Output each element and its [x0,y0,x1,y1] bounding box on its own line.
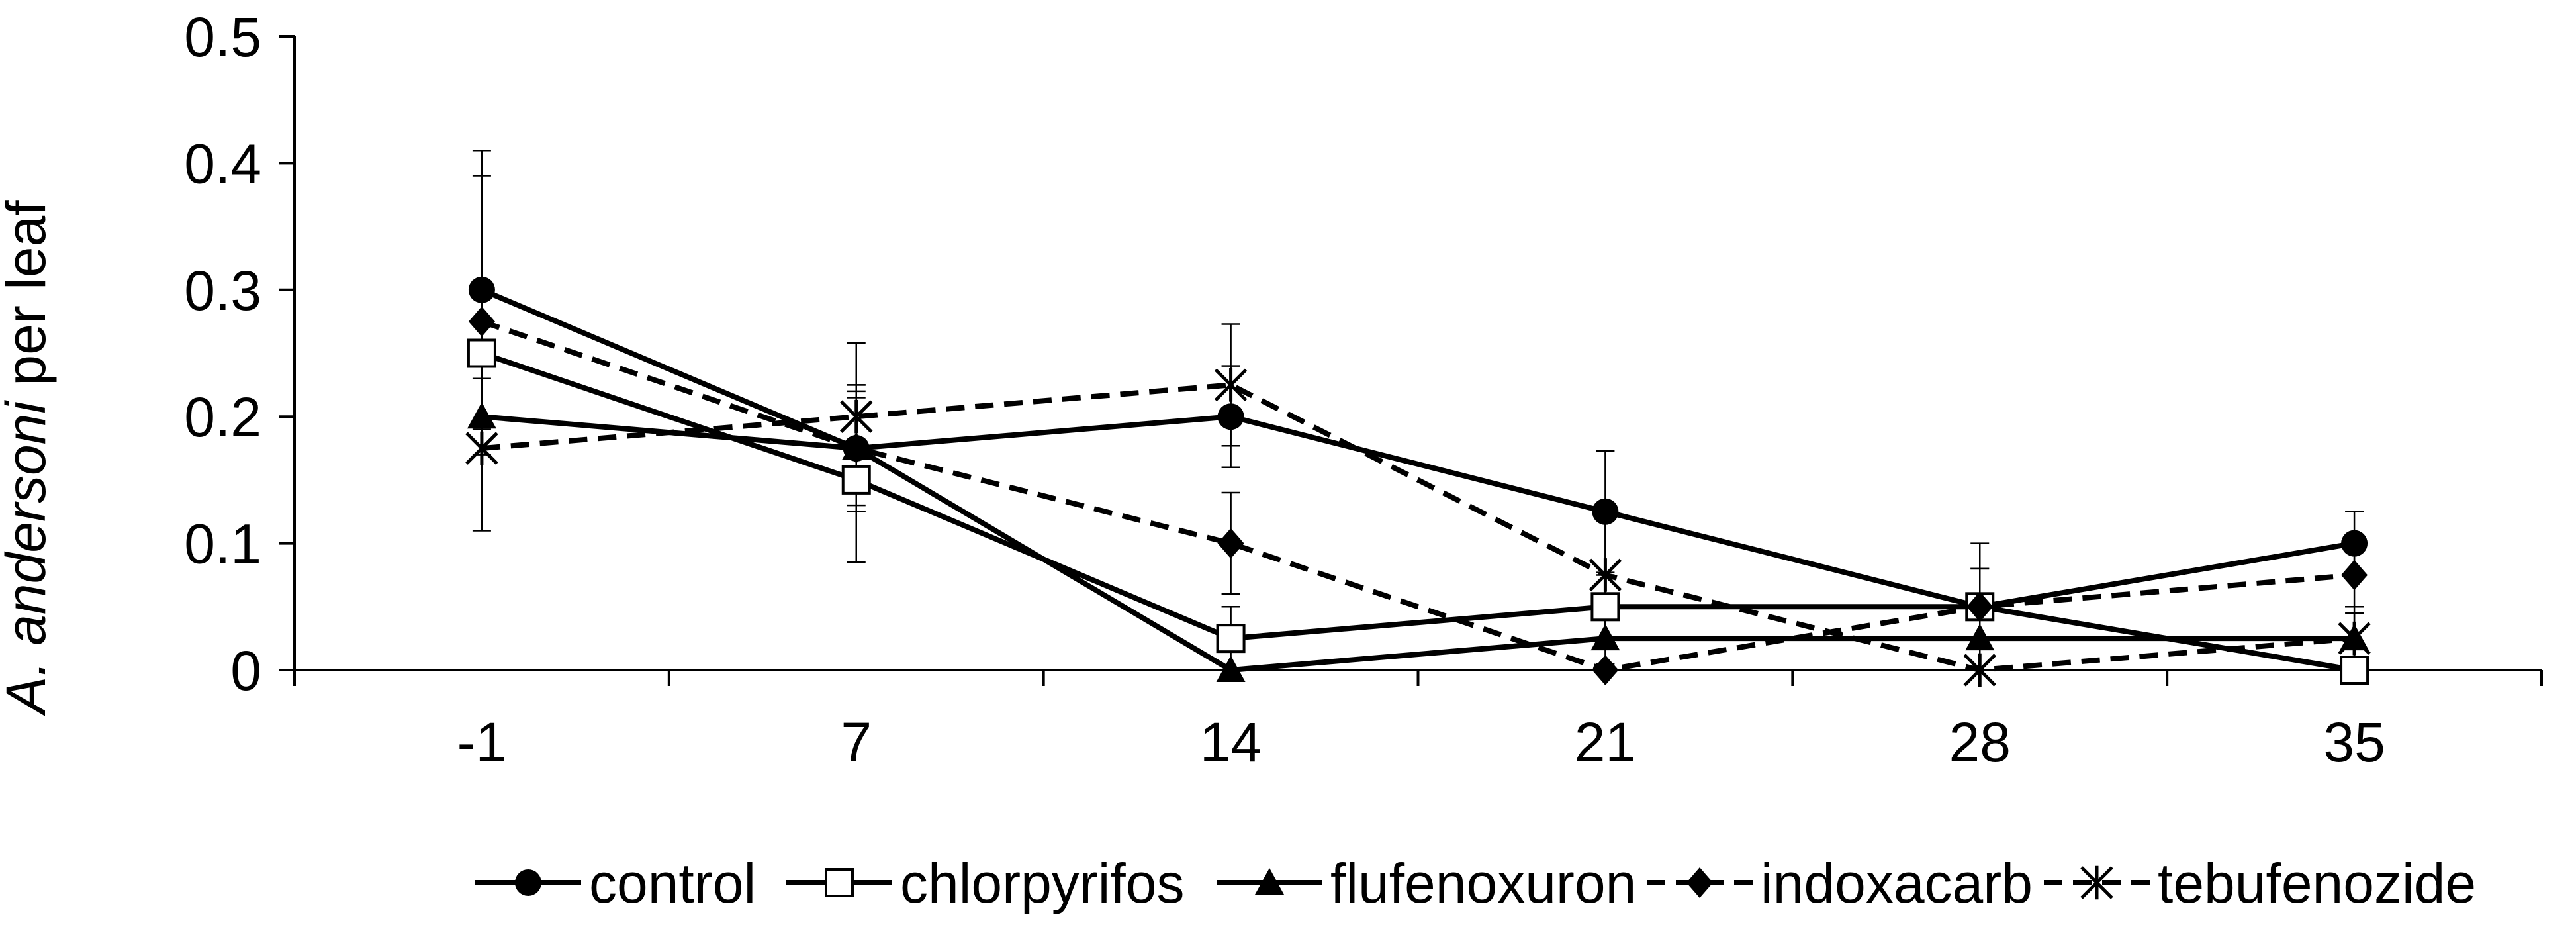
y-tick-label: 0 [230,640,261,702]
point-tebufenozide [1963,653,1997,687]
y-tick-label: 0.4 [184,132,261,195]
point-control [468,276,495,303]
point-flufenoxuron [1216,656,1246,682]
y-tick-label: 0.2 [184,386,261,448]
legend: control chlorpyrifos flufenoxuron indoxacar… [475,852,2476,914]
y-tick-label: 0.5 [184,6,261,68]
legend-swatch-marker [1686,867,1713,898]
point-control [1217,403,1244,430]
series-line-flufenoxuron [481,414,2355,673]
legend-label: indoxacarb [1761,852,2033,914]
point-chlorpyrifos [2340,656,2369,685]
point-chlorpyrifos [841,465,871,495]
legend-swatch-marker [2080,865,2113,900]
legend-label: tebufenozide [2158,852,2476,914]
point-flufenoxuron [1590,624,1620,651]
x-tick-label: 21 [1575,711,1636,773]
point-flufenoxuron [467,402,496,429]
y-axis-title-rest: per leaf [0,200,57,401]
y-tick-label: 0.3 [184,260,261,322]
legend-item-indoxacarb: indoxacarb [1647,852,2033,914]
series-line-control [481,287,2355,610]
legend-item-flufenoxuron: flufenoxuron [1217,852,1636,914]
legend-label: chlorpyrifos [900,852,1184,914]
point-indoxacarb [2341,560,2368,591]
axes: 0 0.1 0.2 0.3 0.4 0.5 -1 7 14 21 28 35 [184,6,2543,773]
point-indoxacarb [843,433,870,464]
legend-item-chlorpyrifos: chlorpyrifos [786,852,1184,914]
y-tick-label: 0.1 [184,513,261,575]
x-tick-label: 7 [841,711,872,773]
series-line-tebufenozide [481,382,2355,673]
point-tebufenozide [1588,558,1622,592]
point-chlorpyrifos [467,338,496,368]
point-tebufenozide [1214,368,1248,402]
point-indoxacarb [1217,528,1244,559]
y-axis-title-italic: A. andersoni [0,400,57,717]
legend-swatch-marker [515,869,541,896]
point-chlorpyrifos [1590,592,1620,622]
point-tebufenozide [465,431,498,465]
series-line-indoxacarb [481,318,2355,673]
point-control [1592,498,1619,525]
x-tick-label: 14 [1200,711,1262,773]
legend-item-control: control [475,852,756,914]
point-flufenoxuron [1965,624,1995,651]
x-tick-label: -1 [457,711,507,773]
point-chlorpyrifos [1216,624,1246,654]
series-lines [481,287,2355,673]
point-indoxacarb [1966,591,1994,622]
series-markers [465,276,2371,687]
legend-label: control [589,852,756,914]
legend-item-tebufenozide: tebufenozide [2044,852,2476,914]
series-line-chlorpyrifos [481,350,2355,673]
point-control [2341,530,2368,557]
x-tick-label: 35 [2323,711,2385,773]
legend-swatch-marker [1255,868,1284,895]
legend-label: flufenoxuron [1330,852,1636,914]
y-axis-title: A. andersoni per leaf [0,200,57,717]
point-indoxacarb [468,306,495,337]
legend-swatch-marker [825,868,854,897]
point-tebufenozide [839,399,873,434]
y-axis-title-group: A. andersoni per leaf [0,200,57,717]
point-tebufenozide [2338,621,2371,656]
point-indoxacarb [1592,655,1619,685]
x-tick-label: 28 [1949,711,2011,773]
